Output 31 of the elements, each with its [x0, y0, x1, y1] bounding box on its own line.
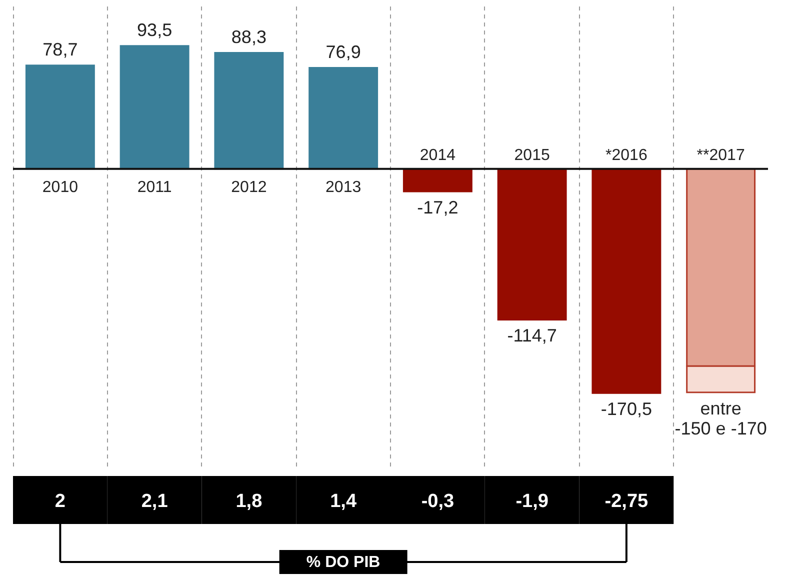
data-label: -170,5	[600, 399, 652, 420]
data-label: -114,7	[507, 326, 557, 346]
data-label: entre -150 e -170	[674, 398, 767, 438]
bar	[592, 168, 662, 394]
text: 2,1	[141, 491, 168, 512]
bar	[308, 67, 378, 170]
data-label: 78,7	[42, 39, 78, 60]
x-tick-label: 2012	[231, 178, 267, 196]
text: 2	[54, 491, 66, 512]
bar	[402, 168, 472, 192]
data-label: 93,5	[137, 20, 172, 40]
x-tick-label: 2015	[514, 146, 550, 164]
x-tick-label: 2010	[42, 178, 78, 196]
text: 1,8	[236, 491, 262, 512]
x-tick-label: *2016	[606, 146, 648, 164]
text: -0,3	[421, 491, 454, 512]
x-tick-label: 2011	[137, 178, 172, 196]
data-label: 76,9	[326, 42, 361, 62]
text: % DO PIB	[306, 554, 380, 571]
bar	[214, 52, 284, 170]
x-tick-label: 2014	[420, 146, 456, 164]
text: -1,9	[516, 491, 548, 512]
x-tick-label: **2017	[696, 146, 745, 164]
bar	[25, 64, 95, 170]
data-label: 88,3	[231, 26, 266, 47]
x-tick-label: 2013	[326, 178, 362, 196]
text: -2,75	[604, 491, 649, 512]
bar	[120, 45, 190, 170]
data-label: -17,2	[417, 198, 458, 218]
bar	[497, 168, 567, 320]
text: 1,4	[330, 491, 357, 512]
